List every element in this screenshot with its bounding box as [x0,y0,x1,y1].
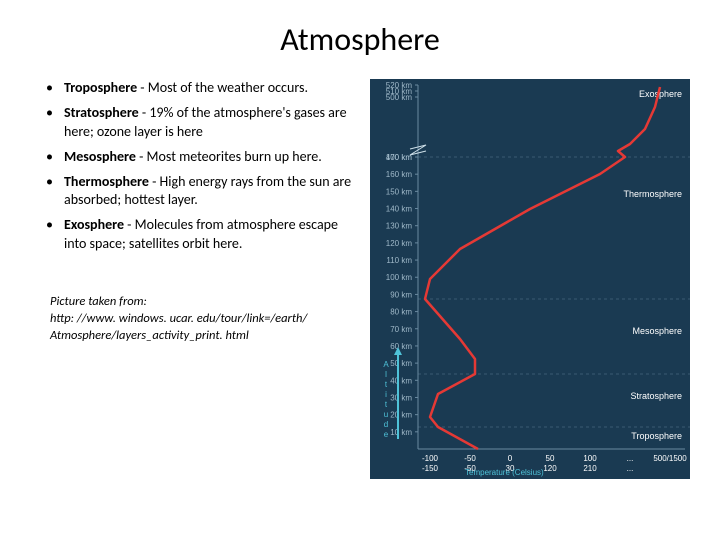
citation-line: Picture taken from: [50,294,360,311]
svg-text:40 km: 40 km [390,376,412,385]
svg-text:150 km: 150 km [386,187,413,196]
svg-text:120 km: 120 km [386,239,413,248]
svg-text:...: ... [627,464,634,473]
svg-text:i: i [385,390,387,399]
svg-text:70 km: 70 km [390,325,412,334]
bullet-term: Mesosphere [64,148,136,165]
left-column: Troposphere - Most of the weather occurs… [30,79,360,479]
chart-svg: 10 km 20 km 30 km 40 km 50 km 60 km 70 km 80 km… [370,79,690,479]
svg-text:110 km: 110 km [386,256,412,265]
svg-text:t: t [385,400,388,409]
svg-text:210: 210 [583,464,597,473]
bullet-term: Troposphere [64,79,137,96]
list-item: Stratosphere - 19% of the atmosphere's g… [40,104,360,142]
bullet-term: Exosphere [64,216,124,233]
atmosphere-chart: 10 km 20 km 30 km 40 km 50 km 60 km 70 km 80 km… [370,79,690,479]
slide: Atmosphere Troposphere - Most of the wea… [0,0,720,540]
svg-text:400 km: 400 km [386,153,413,162]
svg-text:60 km: 60 km [390,342,412,351]
svg-text:10 km: 10 km [390,428,412,437]
svg-text:t: t [385,380,388,389]
svg-text:90 km: 90 km [390,290,412,299]
svg-text:-50: -50 [464,454,476,463]
svg-text:Temperature (Celsius): Temperature (Celsius) [465,468,544,477]
bullet-list: Troposphere - Most of the weather occurs… [40,79,360,254]
svg-text:140 km: 140 km [386,205,413,214]
content-row: Troposphere - Most of the weather occurs… [30,79,690,479]
svg-text:100 km: 100 km [386,273,413,282]
list-item: Thermosphere - High energy rays from the… [40,173,360,211]
citation-line: Atmosphere/layers_activity_print. html [50,328,360,345]
svg-text:500/1500: 500/1500 [653,454,687,463]
svg-text:520 km: 520 km [386,81,413,90]
svg-text:80 km: 80 km [390,308,412,317]
svg-text:50: 50 [546,454,555,463]
list-item: Exosphere - Molecules from atmosphere es… [40,216,360,254]
svg-text:50 km: 50 km [390,359,412,368]
svg-text:Thermosphere: Thermosphere [623,189,682,199]
svg-text:Stratosphere: Stratosphere [630,391,682,401]
citation: Picture taken from: http: //www. windows… [40,294,360,345]
bullet-term: Thermosphere [64,173,149,190]
svg-text:-100: -100 [422,454,439,463]
bullet-term: Stratosphere [64,104,139,121]
bullet-desc: - Most meteorites burn up here. [136,148,322,165]
svg-text:130 km: 130 km [386,222,413,231]
list-item: Troposphere - Most of the weather occurs… [40,79,360,98]
svg-text:u: u [384,410,388,419]
svg-text:0: 0 [508,454,513,463]
svg-text:Troposphere: Troposphere [631,431,682,441]
svg-text:e: e [384,430,389,439]
svg-text:20 km: 20 km [390,411,412,420]
svg-text:A: A [383,360,389,369]
svg-text:30 km: 30 km [390,393,412,402]
bullet-desc: - Most of the weather occurs. [137,79,308,96]
svg-text:l: l [385,370,387,379]
svg-text:Exosphere: Exosphere [639,89,682,99]
svg-text:...: ... [627,454,634,463]
svg-text:d: d [384,420,388,429]
svg-text:120: 120 [543,464,557,473]
list-item: Mesosphere - Most meteorites burn up her… [40,148,360,167]
svg-text:160 km: 160 km [386,170,413,179]
svg-text:Mesosphere: Mesosphere [632,326,682,336]
svg-text:100: 100 [583,454,597,463]
svg-text:-150: -150 [422,464,439,473]
citation-line: http: //www. windows. ucar. edu/tour/lin… [50,311,360,328]
page-title: Atmosphere [30,20,690,59]
